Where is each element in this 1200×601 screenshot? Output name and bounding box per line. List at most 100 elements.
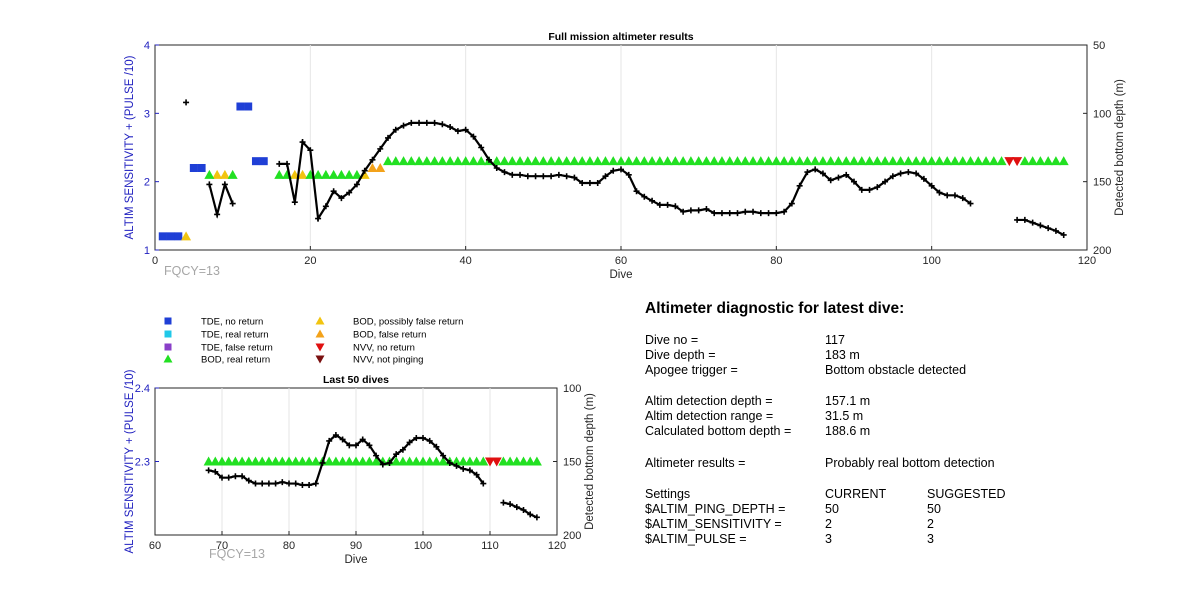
full-mission-bod-real-return-marker xyxy=(817,156,828,166)
full-mission-x-tick-label: 40 xyxy=(460,255,472,267)
full-mission-bod-real-return-marker xyxy=(934,156,945,166)
full-mission-detected-bottom-depth-point xyxy=(936,189,943,196)
last-50-dives-bod-real-return-marker xyxy=(217,456,227,466)
last-50-dives-detected-bottom-depth-point xyxy=(527,511,534,518)
full-mission-detected-bottom-depth-point xyxy=(571,174,578,181)
last-50-dives-detected-bottom-depth-point xyxy=(312,480,319,487)
full-mission-detected-bottom-depth-point xyxy=(416,119,423,126)
diagnostic-title: Altimeter diagnostic for latest dive: xyxy=(645,300,905,317)
full-mission-bod-real-return-marker xyxy=(895,156,906,166)
full-mission-bod-real-return-marker xyxy=(949,156,960,166)
full-mission-bod-real-return-marker xyxy=(452,156,463,166)
full-mission-detected-bottom-depth-point xyxy=(579,180,586,187)
full-mission-bod-real-return-marker xyxy=(460,156,471,166)
full-mission-detected-bottom-depth-point xyxy=(788,200,795,207)
full-mission-detected-bottom-depth-point xyxy=(959,195,966,202)
full-mission-nvv-no-return-marker xyxy=(1012,157,1023,167)
full-mission-detected-bottom-depth-point xyxy=(633,188,640,195)
full-mission-detected-bottom-depth-point xyxy=(555,171,562,178)
last-50-dives-detected-bottom-depth-point xyxy=(286,480,292,487)
last-50-dives-detected-bottom-depth-point xyxy=(513,504,520,511)
full-mission-detected-bottom-depth-point xyxy=(532,173,539,180)
full-mission-detected-bottom-depth-point xyxy=(330,188,337,195)
full-mission-bod-real-return-marker xyxy=(383,156,393,166)
full-mission-detected-bottom-depth-point xyxy=(711,210,718,217)
full-mission-y-tick-label: 3 xyxy=(144,108,150,120)
full-mission-bod-false-return-marker xyxy=(367,163,378,172)
full-mission-bod-real-return-marker xyxy=(981,156,992,166)
last-50-dives-detected-bottom-depth-point xyxy=(480,480,487,487)
full-mission-detected-bottom-depth-point xyxy=(695,207,702,214)
full-mission-bod-real-return-marker xyxy=(872,156,883,166)
last-50-dives-bod-real-return-marker xyxy=(330,456,341,466)
last-50-dives-detected-bottom-depth-point xyxy=(399,446,406,453)
last-50-dives-detected-bottom-depth-point xyxy=(292,480,299,487)
full-mission-bod-real-return-marker xyxy=(988,156,999,166)
last-50-dives-y2-tick-label: 150 xyxy=(563,457,581,469)
last-50-dives-y-axis-label: ALTIM SENSITIVITY + (PULSE /10) xyxy=(124,369,136,553)
full-mission-detected-bottom-depth-point xyxy=(563,173,570,180)
diag-label: Dive depth = xyxy=(645,348,716,362)
full-mission-detected-bottom-depth-point xyxy=(586,180,593,187)
full-mission-bod-real-return-marker xyxy=(336,169,347,179)
full-mission-bod-real-return-marker xyxy=(748,156,759,166)
last-50-dives-x-axis-label: Dive xyxy=(344,554,367,566)
setting-name: $ALTIM_SENSITIVITY = xyxy=(645,517,782,531)
full-mission-detected-bottom-depth-point xyxy=(369,156,376,163)
last-50-dives-y-tick-label: 2.3 xyxy=(135,457,150,469)
last-50-dives-detected-bottom-depth-point xyxy=(245,477,252,484)
last-50-dives-bod-real-return-marker xyxy=(464,456,475,466)
full-mission-detected-bottom-depth-point xyxy=(882,178,889,185)
last-50-dives-bod-real-return-marker xyxy=(411,456,422,466)
last-50-dives-detected-bottom-depth-point xyxy=(212,468,219,475)
full-mission-detected-bottom-depth-point xyxy=(687,207,694,214)
last-50-dives-detected-bottom-depth-point xyxy=(446,459,453,466)
last-50-dives-y2-tick-label: 100 xyxy=(563,383,581,395)
last-50-dives-detected-bottom-depth-point xyxy=(466,467,473,474)
full-mission-bod-real-return-marker xyxy=(724,156,735,166)
legend-nvv-no-return-label: NVV, no return xyxy=(353,343,415,354)
full-mission-bod-real-return-marker xyxy=(507,156,518,166)
full-mission-bod-real-return-marker xyxy=(569,156,580,166)
full-mission-bod-real-return-marker xyxy=(662,156,673,166)
full-mission-detected-bottom-depth-point xyxy=(400,122,407,129)
last-50-dives-detected-bottom-depth-point xyxy=(319,459,326,466)
legend-nvv-no-return-marker xyxy=(315,343,325,352)
full-mission-bod-real-return-marker xyxy=(965,156,976,166)
full-mission-title: Full mission altimeter results xyxy=(548,31,693,43)
last-50-dives-bod-real-return-marker xyxy=(257,456,268,466)
last-50-dives-bod-real-return-marker xyxy=(344,456,355,466)
full-mission-bod-false-return-marker xyxy=(375,163,386,172)
full-mission-bod-real-return-marker xyxy=(864,156,875,166)
full-mission-bod-real-return-marker xyxy=(538,156,549,166)
full-mission-bod-real-return-marker xyxy=(755,156,766,166)
setting-name: $ALTIM_PULSE = xyxy=(645,532,747,546)
last-50-dives-bod-real-return-marker xyxy=(391,456,402,466)
last-50-dives-bod-real-return-marker xyxy=(297,456,308,466)
full-mission-bod-real-return-marker xyxy=(445,156,456,166)
last-50-dives-bod-real-return-marker xyxy=(277,456,288,466)
full-mission-detected-bottom-depth-point xyxy=(866,186,873,193)
full-mission-bod-real-return-marker xyxy=(841,156,852,166)
full-mission-detected-bottom-depth-point xyxy=(408,119,415,126)
full-mission-tde-no-return-marker xyxy=(158,232,167,241)
full-mission-x-tick-label: 20 xyxy=(304,255,316,267)
full-mission-detected-bottom-depth-point xyxy=(928,182,935,189)
last-50-dives-detected-bottom-depth-point xyxy=(533,514,540,521)
full-mission-detected-bottom-depth-point xyxy=(206,181,213,188)
full-mission-detected-bottom-depth-point xyxy=(478,144,485,151)
full-mission-tde-no-return-marker xyxy=(259,157,268,166)
full-mission-bod-real-return-marker xyxy=(833,156,844,166)
full-mission-detected-bottom-depth-point xyxy=(618,166,624,173)
full-mission-bod-real-return-marker xyxy=(957,156,968,166)
last-50-dives-x-tick-label: 80 xyxy=(283,540,295,552)
full-mission-detected-bottom-depth-point xyxy=(501,169,508,176)
legend-bod-false-return-marker xyxy=(315,329,325,338)
diag-label: Altim detection depth = xyxy=(645,394,773,408)
full-mission-y-tick-label: 4 xyxy=(144,40,150,52)
last-50-dives-x-tick-label: 70 xyxy=(216,540,228,552)
full-mission-detected-bottom-depth-point xyxy=(315,215,322,222)
last-50-dives-detected-bottom-depth-point xyxy=(259,480,266,487)
setting-suggested: 50 xyxy=(927,502,941,516)
last-50-dives-detected-bottom-depth-point xyxy=(406,439,413,446)
